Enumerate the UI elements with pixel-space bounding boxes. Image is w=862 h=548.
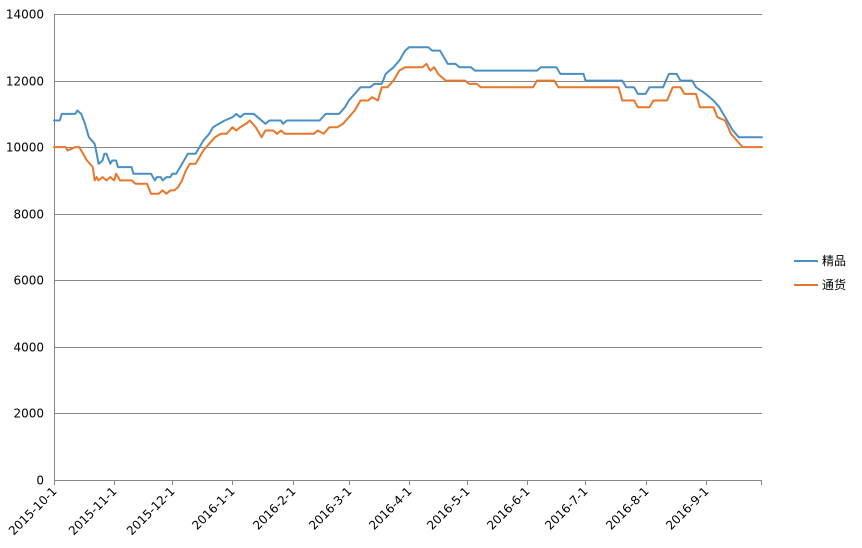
y-tick-label: 6000 [13, 274, 44, 288]
x-tick-label: 2015-12-1 [124, 484, 178, 538]
y-axis: 0 2000 4000 6000 8000 10000 12000 14000 [6, 8, 55, 488]
gridlines [54, 14, 762, 481]
x-axis: 2015-10-1 2015-11-1 2015-12-1 2016-1-1 2016-… [6, 480, 762, 538]
x-tick-label: 2016-1-1 [189, 484, 237, 532]
y-tick-label: 10000 [6, 141, 44, 155]
series-line-1 [53, 46, 763, 182]
x-tick-label: 2016-5-1 [424, 484, 472, 532]
y-tick-label: 8000 [13, 208, 44, 222]
x-tick-label: 2016-3-1 [306, 484, 354, 532]
y-tick-label: 12000 [6, 75, 44, 89]
legend-label: 精品 [822, 254, 846, 268]
y-tick-label: 14000 [6, 8, 44, 22]
y-tick-label: 0 [36, 474, 44, 488]
x-tick-label: 2016-6-1 [484, 484, 532, 532]
series-lines [53, 46, 763, 195]
series-line-2 [53, 62, 763, 195]
x-tick-label: 2015-11-1 [66, 484, 120, 538]
x-tick-label: 2015-10-1 [6, 484, 60, 538]
x-tick-label: 2016-7-1 [542, 484, 590, 532]
y-tick-label: 2000 [13, 407, 44, 421]
x-tick-label: 2016-2-1 [250, 484, 298, 532]
x-tick-label: 2016-4-1 [366, 484, 414, 532]
x-tick-label: 2016-9-1 [663, 484, 711, 532]
y-tick-label: 4000 [13, 341, 44, 355]
legend-label: 通货 [822, 277, 846, 292]
x-tick-label: 2016-8-1 [603, 484, 651, 532]
